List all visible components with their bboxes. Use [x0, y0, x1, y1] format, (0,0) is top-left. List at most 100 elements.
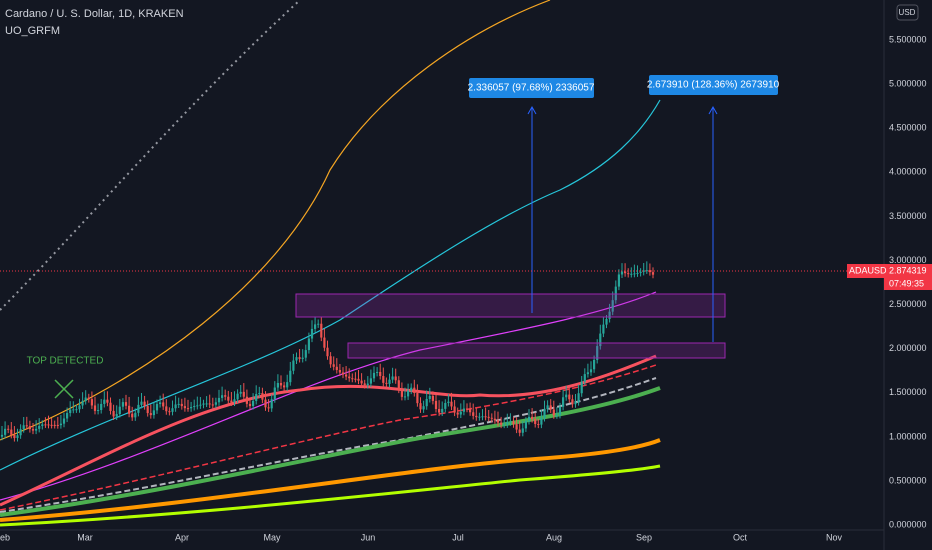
candle-body: [636, 272, 639, 274]
candle-body: [400, 389, 403, 397]
candle-body: [630, 273, 633, 275]
candle-body: [270, 399, 273, 409]
indicator-name: UO_GRFM: [5, 25, 60, 37]
price-tag-price: 2.874319: [889, 265, 927, 275]
gray-dash-ma: [0, 377, 657, 513]
candle-body: [453, 406, 456, 413]
candle-body: [171, 408, 174, 412]
candle-body: [515, 424, 518, 430]
candle-body: [475, 415, 478, 418]
candle-body: [273, 387, 276, 400]
candle-body: [208, 403, 211, 405]
candle-body: [165, 406, 168, 412]
candle-body: [456, 412, 459, 415]
orange-thick-ma: [0, 438, 661, 522]
candle-body: [472, 412, 475, 416]
candle-body: [283, 385, 286, 388]
candle-body: [627, 273, 630, 275]
candle-body: [394, 376, 397, 381]
candle-body: [292, 360, 295, 371]
candle-body: [357, 378, 360, 381]
arrow-head: [708, 105, 718, 115]
candle-body: [50, 424, 53, 426]
candle-body: [317, 323, 320, 325]
candle-body: [174, 404, 177, 409]
candle-body: [121, 402, 124, 407]
candle-body: [301, 357, 304, 359]
candle-body: [577, 393, 580, 403]
candle-body: [366, 383, 369, 386]
annotation-label: 2.336057 (97.68%) 2336057: [468, 83, 595, 94]
candle-body: [326, 347, 329, 357]
candle-body: [44, 424, 47, 426]
price-label: 2.500000: [889, 299, 927, 309]
price-label: 4.500000: [889, 123, 927, 133]
candle-body: [465, 408, 469, 410]
candle-body: [568, 394, 571, 400]
candle-body: [416, 393, 419, 404]
price-label: 1.500000: [889, 387, 927, 397]
candle-body: [211, 404, 214, 406]
candle-body: [608, 311, 611, 319]
candle-body: [81, 401, 84, 406]
candle-body: [338, 369, 341, 373]
candle-body: [382, 376, 385, 383]
candle-body: [227, 396, 230, 401]
price-label: 1.000000: [889, 431, 927, 441]
candle-body: [35, 428, 38, 431]
candle-body: [196, 405, 199, 407]
candle-body: [372, 372, 376, 379]
candle-body: [307, 338, 310, 351]
candle-body: [385, 382, 388, 384]
candle-body: [267, 407, 270, 409]
candle-body: [642, 270, 645, 272]
currency-label[interactable]: USD: [899, 8, 916, 17]
candle-body: [137, 404, 140, 413]
candle-body: [376, 371, 379, 373]
candle-body: [407, 390, 410, 397]
candle-body: [19, 429, 22, 436]
candle-body: [422, 406, 425, 410]
arrow-head: [527, 105, 537, 115]
candle-body: [106, 399, 109, 403]
candle-body: [645, 270, 648, 272]
candle-body: [131, 413, 134, 418]
zone-box: [295, 293, 726, 318]
candle-body: [72, 409, 75, 411]
candle-body: [112, 410, 115, 417]
candle-body: [354, 378, 357, 380]
candle-body: [242, 391, 245, 397]
candle-body: [348, 376, 351, 379]
candle-body: [221, 395, 224, 398]
candle-body: [369, 378, 372, 384]
candle-body: [329, 356, 332, 365]
candle-body: [245, 396, 248, 404]
candle-body: [444, 402, 447, 409]
currency-button[interactable]: [896, 4, 919, 21]
candle-body: [69, 409, 72, 414]
candle-body: [639, 271, 642, 273]
candle-body: [13, 434, 16, 439]
candle-body: [500, 422, 503, 425]
candle-body: [31, 429, 35, 431]
candle-body: [28, 426, 31, 430]
candle-body: [258, 393, 261, 395]
candle-body: [248, 403, 252, 407]
candle-body: [351, 378, 354, 380]
candle-body: [118, 406, 121, 415]
candle-body: [413, 387, 416, 394]
candle-body: [205, 403, 208, 405]
candle-body: [546, 405, 549, 409]
candle-body: [509, 421, 512, 423]
candle-body: [224, 395, 227, 397]
candle-body: [47, 424, 50, 426]
candle-body: [574, 402, 577, 405]
candle-body: [100, 403, 103, 411]
candle-body: [562, 397, 565, 407]
candle-body: [310, 328, 314, 339]
candle-body: [16, 435, 19, 439]
price-label: 2.000000: [889, 343, 927, 353]
candle-body: [450, 401, 453, 407]
cyan-ma: [0, 99, 661, 471]
